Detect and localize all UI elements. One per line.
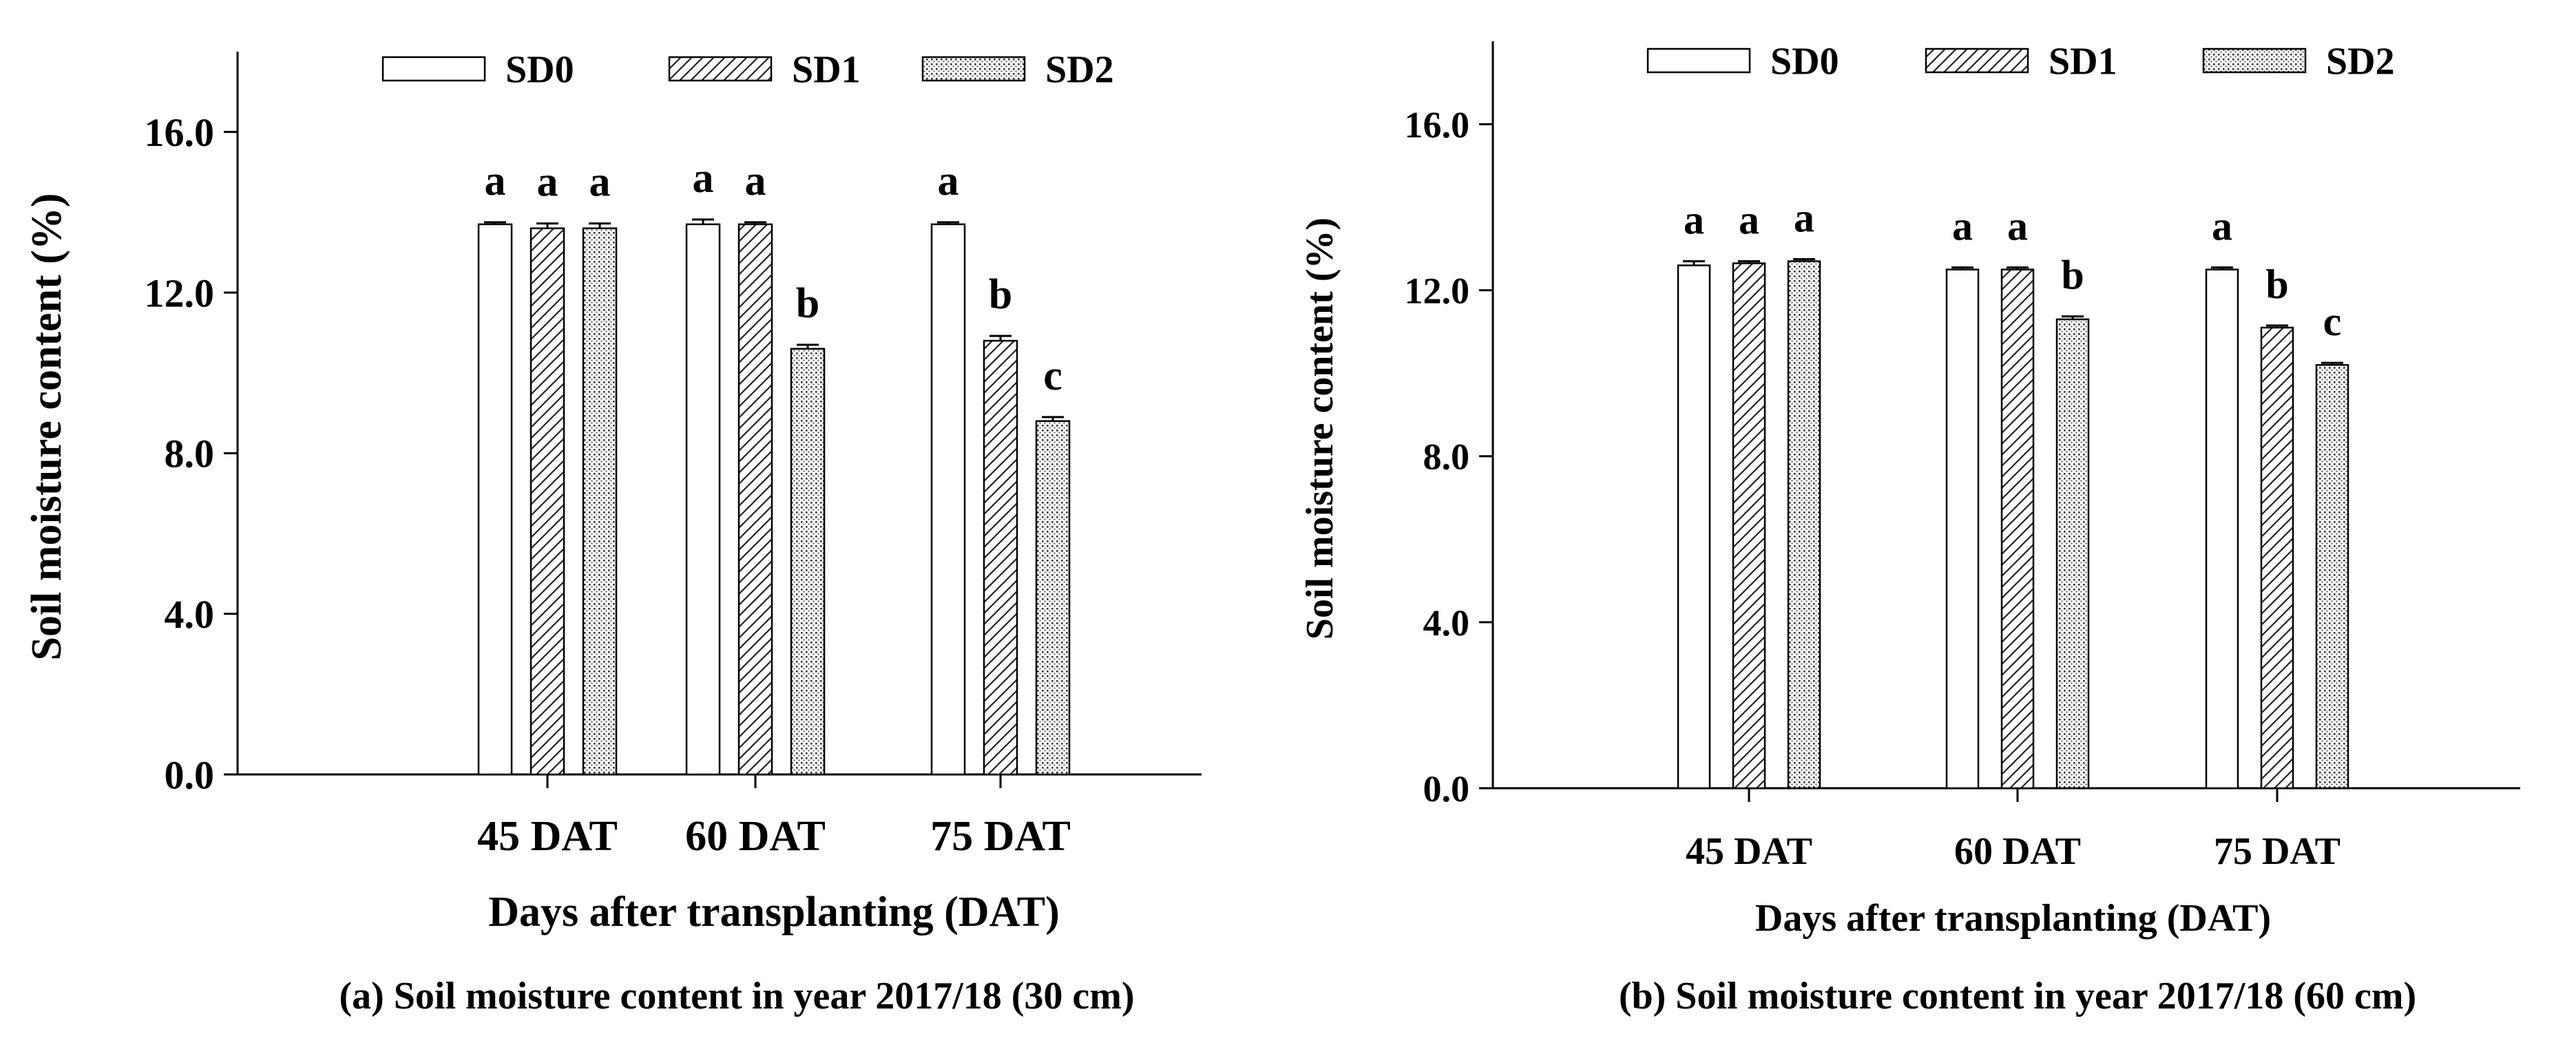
significance-letter: a — [1739, 197, 1759, 242]
bar-sd2-45-dat — [582, 227, 618, 776]
significance-letter: a — [537, 159, 558, 206]
bar-sd0-75-dat — [930, 223, 966, 776]
y-tick-label: 0.0 — [165, 752, 215, 797]
y-tick-label: 12.0 — [145, 271, 215, 315]
significance-letter: a — [745, 158, 766, 204]
bar-sd2-75-dat — [1035, 420, 1071, 776]
bar-sd1-60-dat — [2000, 268, 2035, 790]
y-tick-label: 12.0 — [1405, 271, 1470, 312]
legend-swatch-sd2 — [2202, 47, 2307, 74]
significance-letter: a — [1952, 204, 1973, 249]
x-tick-label: 60 DAT — [1954, 830, 2081, 873]
bar-sd0-45-dat — [477, 223, 513, 776]
significance-letter: b — [796, 280, 819, 327]
y-axis-title: Soil moisture content (%) — [1299, 218, 1341, 640]
x-tick-label: 75 DAT — [2214, 830, 2341, 873]
bar-sd0-60-dat — [685, 223, 721, 776]
bar-sd2-60-dat — [790, 348, 826, 776]
bar-sd0-60-dat — [1945, 268, 1980, 790]
significance-letter: a — [938, 158, 959, 204]
y-tick-label: 8.0 — [165, 432, 215, 476]
significance-letter: b — [2061, 253, 2084, 298]
significance-letter: b — [2265, 262, 2288, 307]
y-tick-label: 16.0 — [145, 110, 215, 155]
x-tick-label: 75 DAT — [930, 813, 1071, 860]
bar-sd1-45-dat — [1732, 262, 1766, 790]
bar-sd1-75-dat — [983, 339, 1018, 776]
legend-label-sd1: SD1 — [2049, 41, 2117, 83]
legend-swatch-sd1 — [1925, 47, 2029, 74]
y-tick-label: 4.0 — [165, 592, 215, 637]
x-tick-label: 45 DAT — [1686, 830, 1812, 873]
legend-swatch-sd0 — [381, 56, 486, 82]
x-axis-title: Days after transplanting (DAT) — [1755, 897, 2271, 940]
x-axis-title: Days after transplanting (DAT) — [488, 889, 1060, 936]
bar-sd2-75-dat — [2315, 363, 2349, 790]
significance-letter: a — [2212, 204, 2232, 249]
bar-sd1-60-dat — [737, 223, 773, 776]
y-tick-label: 16.0 — [1405, 104, 1470, 145]
bar-sd0-45-dat — [1677, 264, 1711, 790]
significance-letter: c — [1043, 352, 1062, 399]
y-tick-label: 8.0 — [1423, 436, 1470, 478]
y-axis-title: Soil moisture content (%) — [23, 193, 70, 660]
legend-label-sd0: SD0 — [1770, 41, 1839, 83]
y-tick-label: 0.0 — [1423, 768, 1470, 810]
legend-swatch-sd0 — [1646, 47, 1751, 74]
bar-sd0-75-dat — [2205, 268, 2239, 790]
panel-caption: (a) Soil moisture content in year 2017/1… — [339, 975, 1134, 1017]
significance-letter: b — [989, 271, 1012, 318]
bar-sd1-45-dat — [530, 227, 565, 776]
bar-sd2-45-dat — [1787, 260, 1821, 790]
significance-letter: a — [589, 159, 611, 206]
legend-label-sd1: SD1 — [792, 49, 861, 92]
legend-label-sd0: SD0 — [505, 49, 574, 92]
x-tick-label: 45 DAT — [477, 813, 618, 860]
panel-caption: (b) Soil moisture content in year 2017/1… — [1619, 975, 2416, 1017]
significance-letter: a — [2007, 204, 2028, 249]
significance-letter: c — [2323, 299, 2342, 344]
significance-letter: a — [693, 155, 714, 202]
legend-label-sd2: SD2 — [2326, 41, 2395, 83]
significance-letter: a — [1794, 195, 1814, 240]
legend-swatch-sd2 — [921, 56, 1026, 82]
significance-letter: a — [485, 158, 506, 204]
bar-sd2-60-dat — [2055, 318, 2090, 790]
legend-label-sd2: SD2 — [1045, 49, 1114, 92]
legend-swatch-sd1 — [668, 56, 773, 82]
significance-letter: a — [1684, 197, 1704, 242]
y-tick-label: 4.0 — [1423, 602, 1470, 644]
x-tick-label: 60 DAT — [685, 813, 826, 860]
bar-sd1-75-dat — [2260, 326, 2294, 790]
